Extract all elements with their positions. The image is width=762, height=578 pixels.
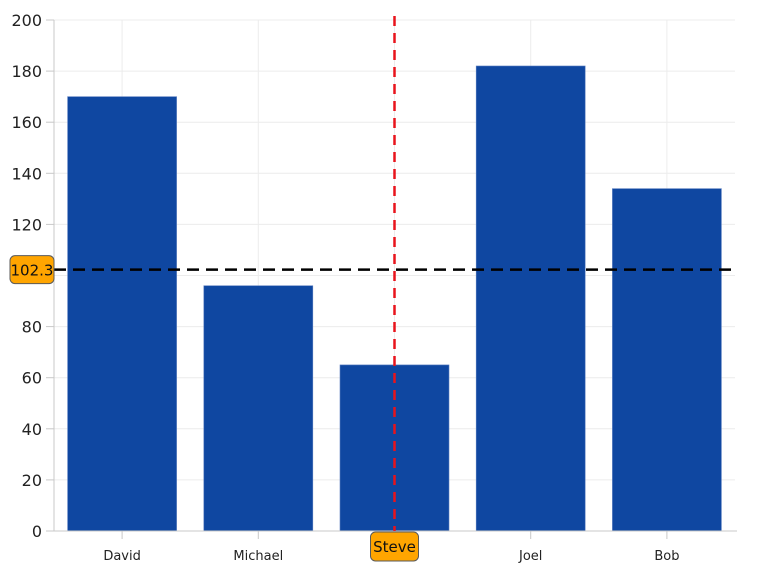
y-tick-label: 140 (11, 164, 42, 183)
x-tick-label: Joel (518, 549, 542, 564)
bar-bob[interactable] (612, 188, 722, 532)
x-tick-label: Michael (233, 549, 283, 564)
y-tick-label: 160 (11, 113, 42, 132)
bar-david[interactable] (67, 96, 177, 532)
threshold-badge (9, 255, 55, 285)
y-tick-label: 180 (11, 62, 42, 81)
bar-joel[interactable] (475, 65, 586, 532)
y-tick-label: 40 (22, 420, 42, 439)
y-tick-label: 200 (11, 11, 42, 30)
threshold-badge-label: 102.3 (11, 262, 54, 280)
crosshair-badge (370, 531, 419, 562)
bar-michael[interactable] (203, 285, 314, 532)
crosshair-badge-label: Steve (373, 538, 416, 556)
x-tick-label: David (103, 549, 141, 564)
x-tick-label: Bob (654, 549, 679, 564)
y-axis-ticks: 0 20 40 60 80 120 140 160 180 200 (11, 11, 54, 541)
y-tick-label: 0 (32, 522, 42, 541)
annotations: 102.3 Steve (9, 16, 735, 562)
y-tick-label: 20 (22, 471, 42, 490)
bar-series (67, 65, 722, 532)
y-tick-label: 120 (11, 215, 42, 234)
y-tick-label: 80 (22, 318, 42, 337)
y-tick-label: 60 (22, 369, 42, 388)
x-axis-ticks: David Michael Joel Bob (103, 531, 679, 564)
